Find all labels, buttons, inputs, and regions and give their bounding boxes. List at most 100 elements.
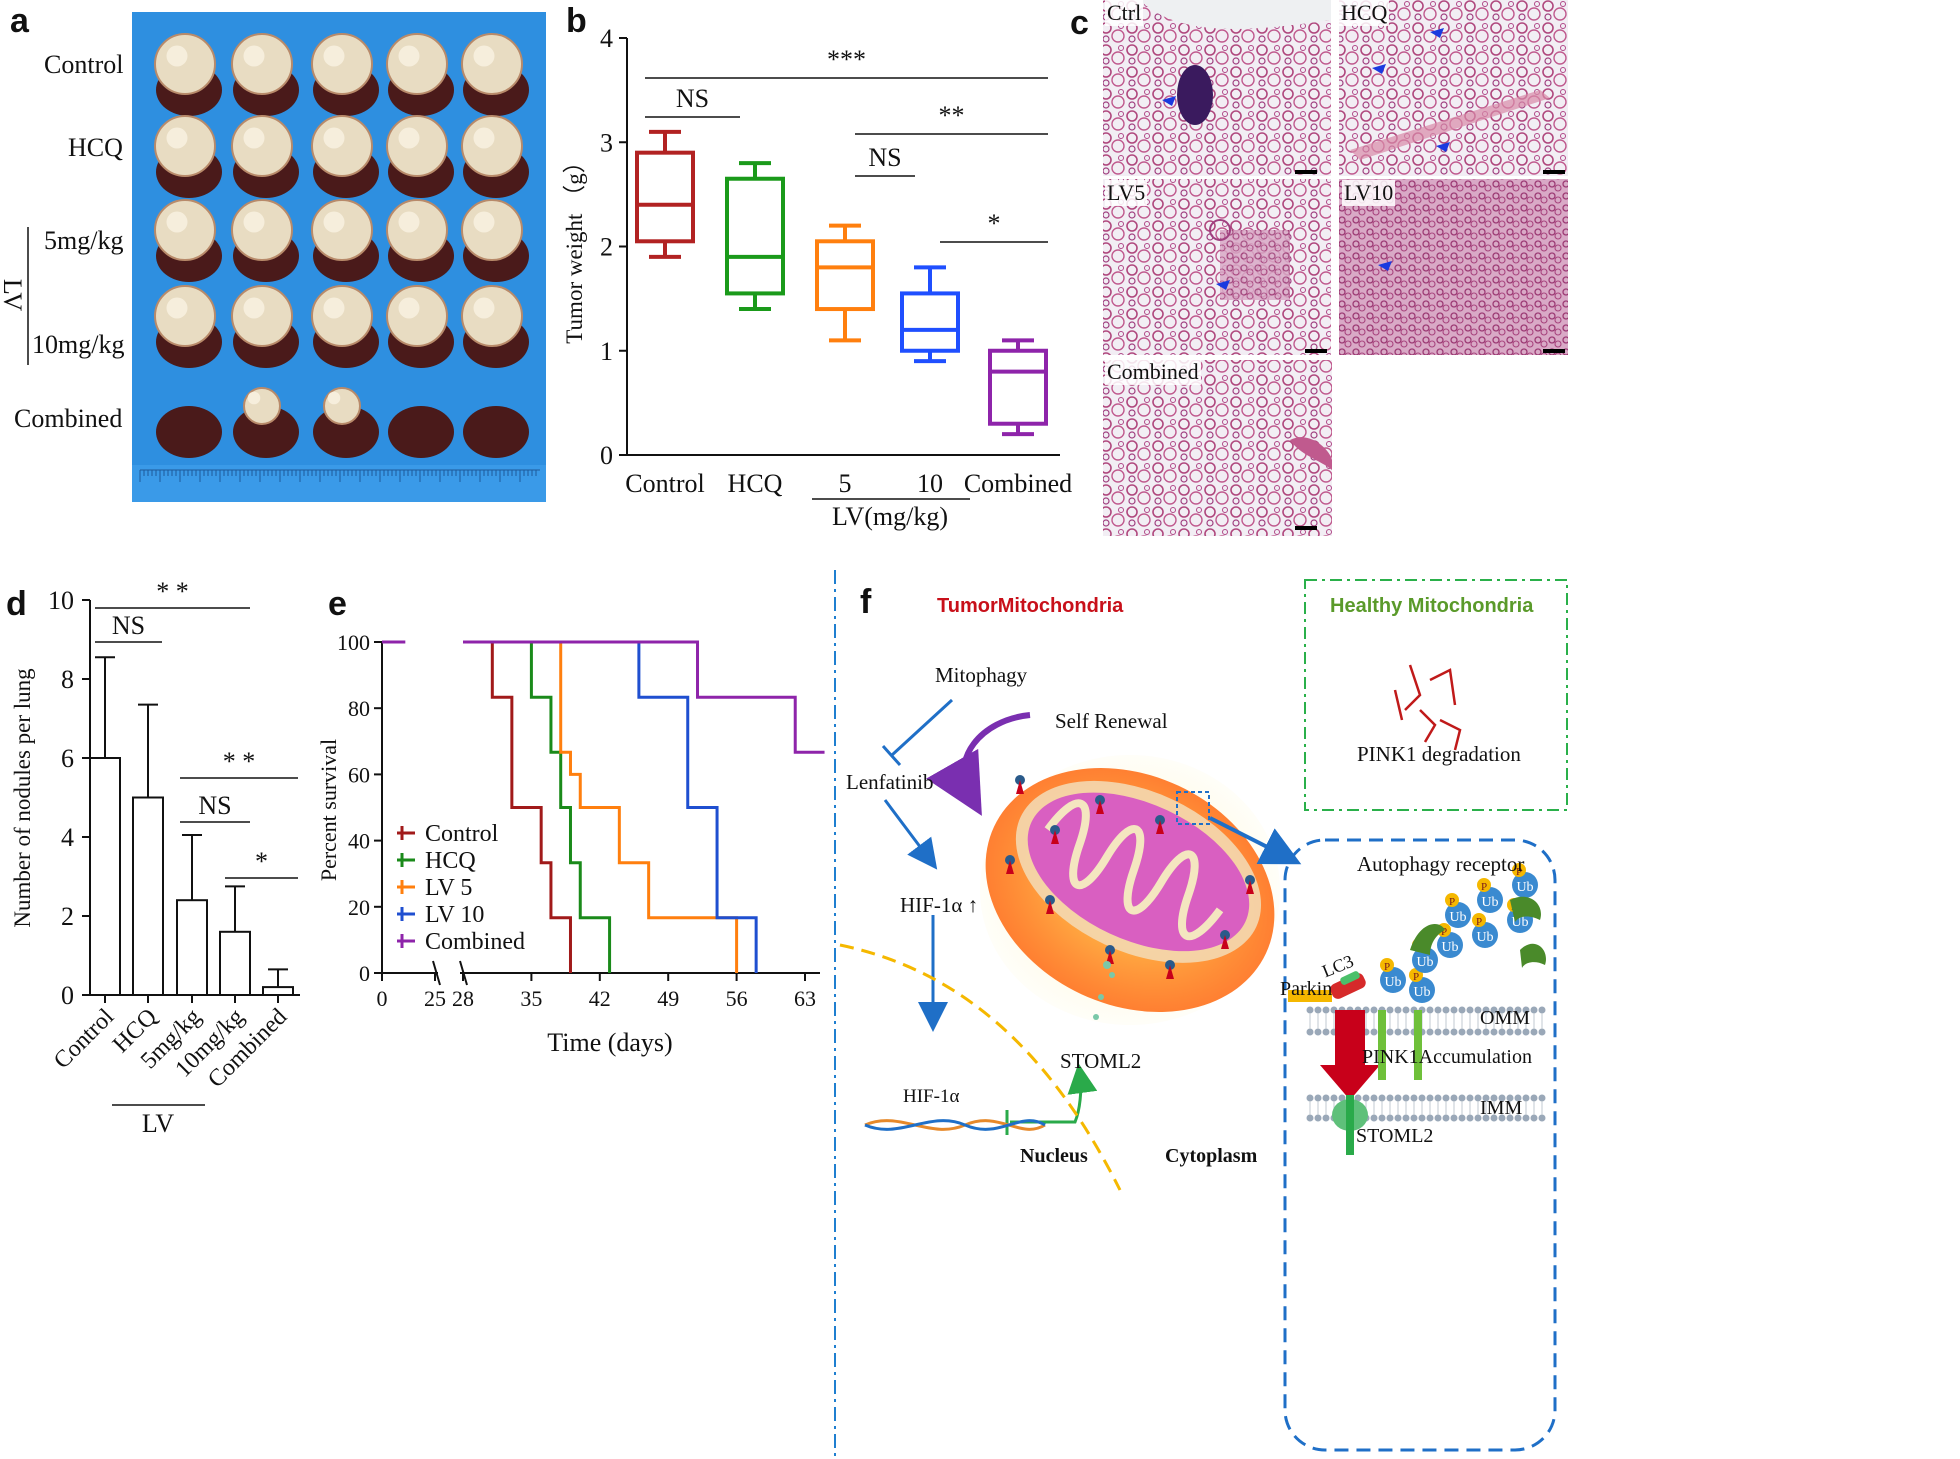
tumor-highlight — [473, 45, 495, 67]
membrane-head — [1314, 1094, 1322, 1102]
membrane-head — [1442, 1094, 1450, 1102]
hif-label: HIF-1α — [903, 1086, 960, 1107]
ub-label: Ub — [1449, 910, 1466, 925]
tumor-highlight — [166, 45, 188, 67]
tumor-highlight — [243, 127, 265, 149]
row-label-combined: Combined — [14, 404, 123, 433]
ub-label: Ub — [1441, 940, 1458, 955]
membrane-head — [1322, 1094, 1330, 1102]
row-label-10mg: 10mg/kg — [32, 330, 125, 359]
sig-label: NS — [198, 791, 231, 820]
hist-label-ctrl: Ctrl — [1105, 0, 1144, 26]
membrane-head — [1338, 1094, 1346, 1102]
membrane-head — [1506, 1094, 1514, 1102]
membrane-head — [1466, 1006, 1474, 1014]
membrane-head — [1474, 1114, 1482, 1122]
tumor-highlight — [323, 45, 345, 67]
ub-bead — [1412, 947, 1438, 973]
membrane-head — [1466, 1028, 1474, 1036]
p-label: P — [1384, 961, 1390, 973]
sig-label: * — [255, 847, 268, 876]
tumor-highlight — [473, 127, 495, 149]
axis-break — [432, 960, 441, 986]
membrane-head — [1418, 1094, 1426, 1102]
legend-label: Combined — [425, 929, 525, 955]
hif-up-label: HIF-1α ↑ — [900, 893, 979, 917]
bar — [89, 757, 121, 996]
receptor-stem — [1166, 965, 1174, 979]
tumor-highlight — [243, 297, 265, 319]
tumor-sphere — [323, 387, 361, 425]
legend-label: Control — [425, 821, 499, 847]
membrane-head — [1386, 1094, 1394, 1102]
ub-label: Ub — [1413, 985, 1430, 1000]
membrane-head — [1538, 1028, 1546, 1036]
chart-e: 0 20 40 60 80 100 Percent survival 0 25 28 35 42 49 5… — [316, 630, 825, 1057]
membrane-head — [1386, 1006, 1394, 1014]
legend-label: LV 5 — [425, 875, 472, 901]
y-tick-label: 2 — [600, 233, 613, 262]
membrane-head — [1426, 1028, 1434, 1036]
membrane-head — [1538, 1094, 1546, 1102]
row-label-hcq: HCQ — [68, 133, 123, 162]
ub-bead — [1409, 977, 1435, 1003]
membrane-head — [1434, 1094, 1442, 1102]
y-tick-label: 60 — [348, 762, 370, 787]
membrane-head — [1506, 1114, 1514, 1122]
membrane-head — [1490, 1114, 1498, 1122]
membrane-head — [1434, 1114, 1442, 1122]
membrane-head — [1322, 1028, 1330, 1036]
tumor-highlight — [323, 127, 345, 149]
membrane-head — [1442, 1006, 1450, 1014]
x-tick-label: 10 — [917, 469, 943, 498]
membrane-head — [1410, 1114, 1418, 1122]
tumor-sphere — [154, 115, 216, 177]
membrane-head — [1442, 1114, 1450, 1122]
membrane-head — [1450, 1028, 1458, 1036]
tumor-mito-title: TumorMitochondria — [937, 595, 1124, 617]
tumor-highlight — [166, 297, 188, 319]
imm-label: IMM — [1480, 1097, 1523, 1119]
panel-b-letter: b — [566, 2, 587, 40]
receptor-stem — [1096, 800, 1104, 814]
tumor-highlight — [398, 211, 420, 233]
tumor-sphere — [231, 33, 293, 95]
group-label: LV — [142, 1109, 174, 1138]
y-axis-label: Tumor weight （g） — [562, 150, 587, 343]
membrane-head — [1514, 1094, 1522, 1102]
membrane-head — [1482, 1028, 1490, 1036]
ub-bead — [1472, 922, 1498, 948]
box-body — [815, 239, 875, 312]
sig-label: * * — [223, 747, 256, 776]
membrane-head — [1354, 1094, 1362, 1102]
hist-label-combined: Combined — [1105, 359, 1201, 385]
panel-f-letter: f — [860, 583, 872, 621]
panel-a-photo — [27, 12, 546, 502]
legend-label: HCQ — [425, 848, 476, 874]
tumor-sphere — [386, 115, 448, 177]
membrane-head — [1426, 1114, 1434, 1122]
sig-label: NS — [868, 143, 901, 172]
membrane-head — [1482, 1094, 1490, 1102]
tumor-highlight — [473, 211, 495, 233]
membrane-head — [1490, 1028, 1498, 1036]
y-tick-label: 80 — [348, 696, 370, 721]
autophagy-receptor-label: Autophagy receptor — [1357, 852, 1525, 876]
y-tick-label: 20 — [348, 895, 370, 920]
tumor-highlight — [473, 297, 495, 319]
box-body — [988, 348, 1048, 426]
pink-degradation-label: PINK1 degradation — [1357, 742, 1521, 766]
lv-label: LV — [0, 278, 28, 312]
y-tick-label: 10 — [48, 586, 74, 615]
tumor-sphere — [461, 115, 523, 177]
membrane-head — [1458, 1094, 1466, 1102]
group-label: LV(mg/kg) — [832, 502, 948, 531]
legend-label: LV 10 — [425, 902, 484, 928]
tumor-highlight — [323, 211, 345, 233]
hist-label-lv10: LV10 — [1342, 180, 1396, 206]
membrane-head — [1530, 1006, 1538, 1014]
membrane-head — [1466, 1114, 1474, 1122]
panel-e-letter: e — [328, 585, 347, 623]
membrane-head — [1530, 1028, 1538, 1036]
membrane-head — [1426, 1006, 1434, 1014]
